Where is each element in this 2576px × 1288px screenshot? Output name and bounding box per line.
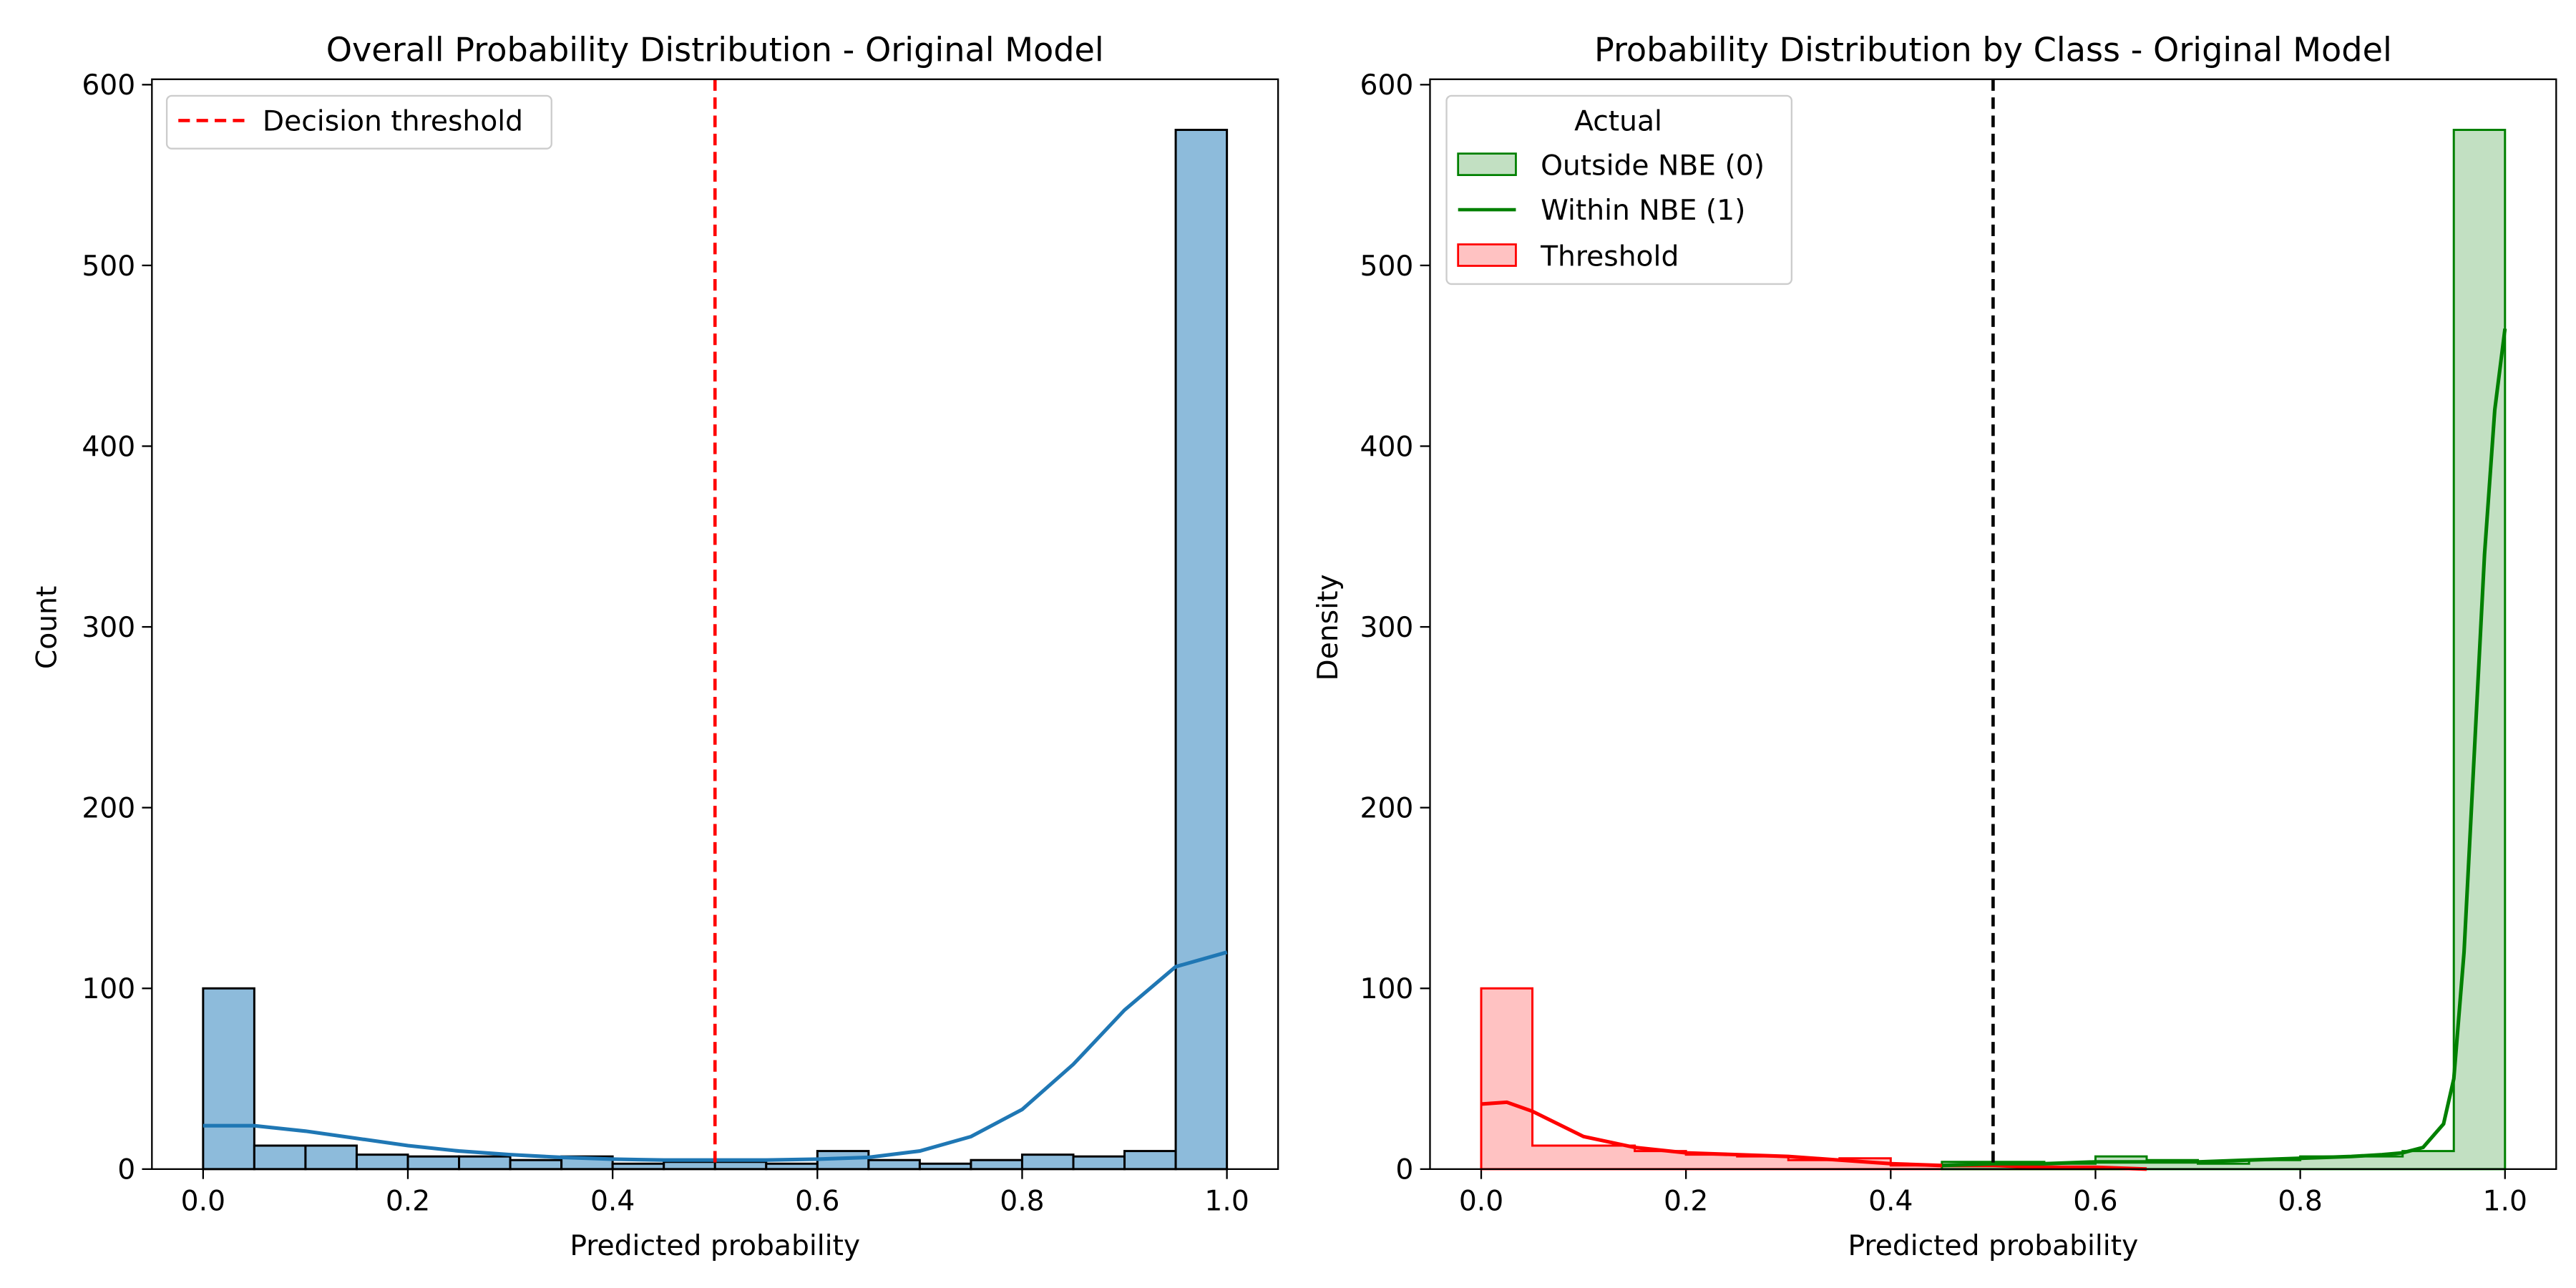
left-x-tick-label: 0.2: [386, 1186, 430, 1218]
left-x-tick-label: 0.8: [1000, 1186, 1044, 1218]
right-chart-title: Probability Distribution by Class - Orig…: [1594, 30, 2392, 69]
left-x-tick-label: 0.6: [795, 1186, 839, 1218]
right-x-axis-label: Predicted probability: [1848, 1230, 2138, 1262]
left-chart-title: Overall Probability Distribution - Origi…: [326, 30, 1104, 69]
histogram-bar: [663, 1161, 716, 1171]
left-x-tick-label: 1.0: [1204, 1186, 1249, 1218]
right-y-tick-label: 300: [1360, 612, 1414, 644]
right-y-tick-label: 400: [1360, 431, 1414, 463]
left-legend: Decision threshold: [165, 94, 552, 150]
left-y-tick-label: 600: [82, 69, 135, 102]
left-y-axis-label: Count: [31, 586, 63, 669]
right-plot-area: 0.0 0.2 0.4 0.6 0.8 1.0 0 100 200 300 400 500 600: [1360, 69, 2557, 1218]
histogram-bar: [355, 1153, 409, 1171]
right-y-axis-label: Density: [1312, 574, 1345, 680]
outside-nbe-legend-label: Outside NBE (0): [1541, 150, 1765, 182]
left-chart-panel: Overall Probability Distribution - Origi…: [31, 30, 1279, 1262]
right-y-tick-label: 600: [1360, 69, 1414, 102]
left-y-tick-label: 400: [82, 431, 135, 463]
threshold-class-kde-curve: [1480, 1100, 2147, 1171]
left-x-tick-label: 0.4: [590, 1186, 635, 1218]
left-y-tick-label: 300: [82, 612, 135, 644]
right-x-tick-label: 0.2: [1664, 1186, 1708, 1218]
right-x-tick-label: 0.6: [2073, 1186, 2117, 1218]
histogram-bar: [1020, 1153, 1075, 1171]
left-x-axis-label: Predicted probability: [570, 1230, 860, 1262]
left-y-tick-label: 100: [82, 973, 135, 1005]
right-legend: Actual Outside NBE (0) Within NBE (1) Th…: [1445, 94, 1792, 286]
left-y-tick-label: 500: [82, 250, 135, 283]
left-axes-frame: [151, 78, 1279, 1170]
histogram-bar: [509, 1158, 563, 1171]
right-legend-box: [1445, 94, 1792, 286]
right-y-tick-label: 500: [1360, 250, 1414, 283]
right-x-tick-label: 0.4: [1868, 1186, 1913, 1218]
histogram-bar: [1123, 1150, 1177, 1171]
histogram-bar: [713, 1161, 768, 1171]
threshold-class-legend-label: Threshold: [1540, 241, 1679, 273]
right-y-tick-label: 100: [1360, 973, 1414, 1005]
histogram-bar: [406, 1155, 461, 1171]
left-plot-area: 0.0 0.2 0.4 0.6 0.8 1.0 0 100 200 300 400 500 600: [82, 69, 1279, 1218]
left-x-tick-label: 0.0: [181, 1186, 225, 1218]
left-legend-box: [165, 94, 552, 150]
right-axes-frame: [1429, 78, 2557, 1170]
left-y-tick-label: 0: [117, 1154, 135, 1186]
right-y-tick-label: 0: [1395, 1154, 1413, 1186]
right-y-tick-label: 200: [1360, 793, 1414, 825]
left-y-tick-label: 200: [82, 793, 135, 825]
threshold-class-legend-swatch: [1457, 243, 1517, 267]
right-chart-panel: Probability Distribution by Class - Orig…: [1312, 30, 2557, 1262]
histogram-bar: [253, 1144, 307, 1171]
legend-title: Actual: [1574, 105, 1662, 137]
histogram-bar: [1072, 1155, 1126, 1171]
threshold-legend-label: Decision threshold: [263, 105, 523, 137]
within-nbe-legend-label: Within NBE (1): [1541, 195, 1745, 227]
histogram-bar: [970, 1158, 1023, 1171]
outside-nbe-kde-curve: [1941, 328, 2507, 1168]
right-x-tick-label: 0.0: [1459, 1186, 1503, 1218]
right-x-tick-label: 0.8: [2278, 1186, 2322, 1218]
right-x-tick-label: 1.0: [2483, 1186, 2527, 1218]
outside-nbe-legend-swatch: [1457, 152, 1517, 176]
histogram-bar: [1174, 128, 1229, 1171]
histogram-bar: [304, 1144, 358, 1171]
histogram-bar: [867, 1158, 921, 1171]
histogram-bar: [458, 1155, 512, 1171]
histogram-bar: [202, 987, 255, 1171]
